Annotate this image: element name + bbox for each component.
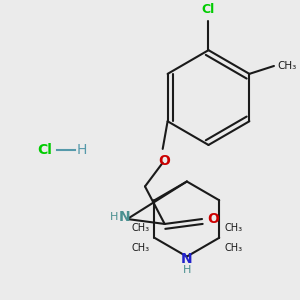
Text: H: H — [77, 143, 87, 157]
Text: CH₃: CH₃ — [131, 243, 150, 253]
Text: H: H — [183, 266, 191, 275]
Text: H: H — [110, 212, 119, 222]
Text: CH₃: CH₃ — [131, 223, 150, 233]
Text: CH₃: CH₃ — [277, 61, 296, 71]
Text: Cl: Cl — [38, 143, 52, 157]
Text: N: N — [181, 251, 193, 266]
Text: Cl: Cl — [202, 3, 215, 16]
Text: CH₃: CH₃ — [224, 223, 242, 233]
Text: O: O — [159, 154, 171, 168]
Text: N: N — [118, 210, 130, 224]
Text: CH₃: CH₃ — [224, 243, 242, 253]
Text: O: O — [207, 212, 219, 226]
